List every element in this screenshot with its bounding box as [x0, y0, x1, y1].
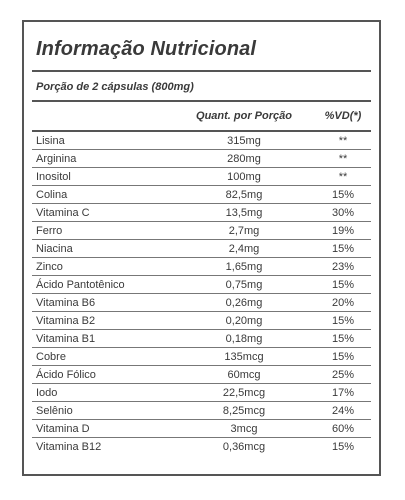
nutrient-daily-value: 20% [331, 297, 355, 309]
nutrient-row: Lisina 315mg ** [32, 132, 371, 150]
nutrient-amount: 22,5mcg [222, 387, 266, 399]
nutrient-daily-value: 19% [331, 225, 355, 237]
nutrient-row: Vitamina D 3mcg 60% [32, 420, 371, 438]
nutrient-daily-value: 15% [331, 243, 355, 255]
nutrient-daily-value: 30% [331, 207, 355, 219]
nutrient-row: Niacina 2,4mg 15% [32, 240, 371, 258]
quantity-column-header: Quant. por Porção [196, 110, 292, 122]
nutrient-daily-value: 15% [331, 315, 355, 327]
nutrient-row: Vitamina B1 0,18mg 15% [32, 330, 371, 348]
nutrient-row: Ácido Fólico 60mcg 25% [32, 366, 371, 384]
nutrition-facts-label: Informação Nutricional Porção de 2 cápsu… [22, 20, 381, 476]
nutrient-name: Cobre [36, 351, 66, 363]
nutrient-name: Lisina [36, 135, 65, 147]
nutrient-daily-value: 15% [331, 279, 355, 291]
nutrient-name: Arginina [36, 153, 77, 165]
nutrient-amount: 60mcg [227, 369, 261, 381]
nutrient-amount: 0,18mg [225, 333, 263, 345]
nutrient-row: Arginina 280mg ** [32, 150, 371, 168]
nutrient-daily-value: 15% [331, 189, 355, 201]
nutrient-name: Vitamina B1 [36, 333, 96, 345]
nutrient-name: Selênio [36, 405, 73, 417]
nutrient-amount: 100mg [227, 171, 261, 183]
nutrient-row: Ácido Pantotênico 0,75mg 15% [32, 276, 371, 294]
nutrient-name: Zinco [36, 261, 63, 273]
nutrient-amount: 2,4mg [228, 243, 260, 255]
nutrient-amount: 0,36mcg [222, 441, 266, 453]
nutrient-row: Vitamina B6 0,26mg 20% [32, 294, 371, 312]
label-title: Informação Nutricional [36, 38, 257, 60]
nutrient-table: Lisina 315mg ** Arginina 280mg ** Inositol 10… [32, 132, 371, 456]
nutrient-daily-value: 23% [331, 261, 355, 273]
nutrient-amount: 2,7mg [228, 225, 260, 237]
nutrient-row: Vitamina B2 0,20mg 15% [32, 312, 371, 330]
nutrient-name: Ferro [36, 225, 63, 237]
nutrient-name: Inositol [36, 171, 71, 183]
nutrient-amount: 0,75mg [225, 279, 263, 291]
nutrient-daily-value: 17% [331, 387, 355, 399]
nutrient-amount: 1,65mg [225, 261, 263, 273]
nutrient-row: Zinco 1,65mg 23% [32, 258, 371, 276]
nutrient-name: Colina [36, 189, 68, 201]
nutrient-row: Iodo 22,5mcg 17% [32, 384, 371, 402]
nutrient-amount: 315mg [227, 135, 261, 147]
nutrient-name: Iodo [36, 387, 58, 399]
nutrient-amount: 280mg [227, 153, 261, 165]
nutrient-name: Vitamina B6 [36, 297, 96, 309]
nutrient-row: Selênio 8,25mcg 24% [32, 402, 371, 420]
nutrient-row: Cobre 135mcg 15% [32, 348, 371, 366]
nutrient-amount: 0,20mg [225, 315, 263, 327]
nutrient-row: Vitamina C 13,5mg 30% [32, 204, 371, 222]
nutrient-name: Vitamina B12 [36, 441, 102, 453]
nutrient-row: Ferro 2,7mg 19% [32, 222, 371, 240]
nutrient-row: Inositol 100mg ** [32, 168, 371, 186]
nutrient-name: Niacina [36, 243, 73, 255]
portion-size: Porção de 2 cápsulas (800mg) [36, 81, 194, 93]
nutrient-amount: 0,26mg [225, 297, 263, 309]
nutrient-amount: 8,25mcg [222, 405, 266, 417]
nutrient-name: Vitamina C [36, 207, 90, 219]
nutrient-amount: 135mcg [224, 351, 264, 363]
nutrient-name: Ácido Fólico [36, 369, 96, 381]
nutrient-name: Vitamina B2 [36, 315, 96, 327]
nutrient-daily-value: 24% [331, 405, 355, 417]
nutrient-daily-value: 15% [331, 333, 355, 345]
nutrient-daily-value: 60% [331, 423, 355, 435]
portion-divider [32, 100, 371, 102]
nutrient-amount: 82,5mg [225, 189, 263, 201]
header-divider [32, 130, 371, 132]
nutrient-name: Vitamina D [36, 423, 90, 435]
daily-value-column-header: %VD(*) [324, 110, 362, 122]
nutrient-daily-value: ** [338, 171, 348, 183]
nutrient-daily-value: ** [338, 135, 348, 147]
nutrient-amount: 3mcg [230, 423, 258, 435]
nutrient-row: Colina 82,5mg 15% [32, 186, 371, 204]
nutrient-daily-value: ** [338, 153, 348, 165]
nutrient-daily-value: 15% [331, 351, 355, 363]
nutrient-daily-value: 25% [331, 369, 355, 381]
title-divider [32, 70, 371, 72]
nutrient-row: Vitamina B12 0,36mcg 15% [32, 438, 371, 456]
nutrient-name: Ácido Pantotênico [36, 279, 125, 291]
nutrient-amount: 13,5mg [225, 207, 263, 219]
nutrient-daily-value: 15% [331, 441, 355, 453]
